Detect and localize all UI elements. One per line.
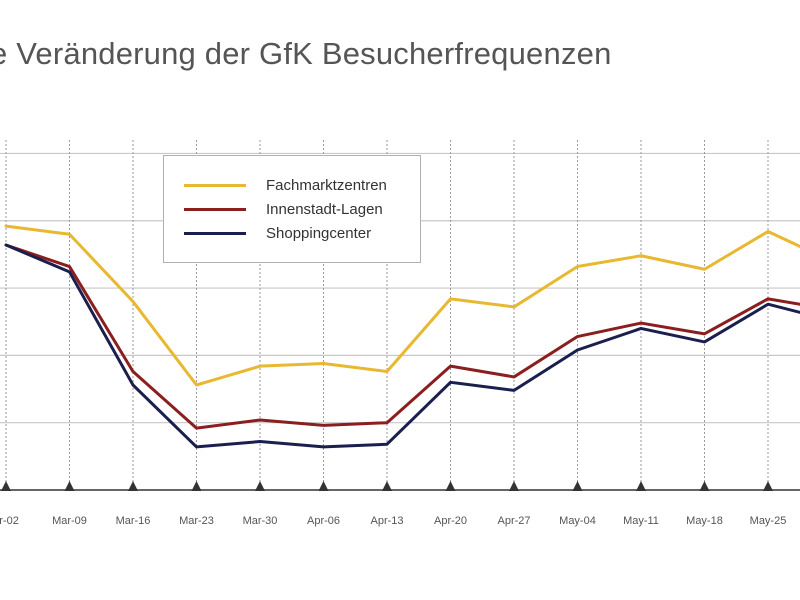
x-tick-label: ar-02 xyxy=(0,515,19,527)
axis-marker xyxy=(636,481,646,491)
x-tick-labels: ar-02 Mar-09 Mar-16 Mar-23 Mar-30 Apr-06 Apr-1… xyxy=(0,515,786,527)
axis-marker xyxy=(191,481,202,491)
axis-marker xyxy=(382,481,392,491)
x-tick-label: May-04 xyxy=(559,515,596,527)
x-tick-label: Apr-27 xyxy=(497,515,530,527)
series-line-innenstadt-lagen xyxy=(4,243,800,430)
axis-marker xyxy=(699,481,710,491)
axis-marker xyxy=(509,481,519,491)
x-tick-label: May-18 xyxy=(686,515,723,527)
axis-marker xyxy=(128,481,138,491)
legend-label: Shoppingcenter xyxy=(266,224,372,242)
series-lines xyxy=(4,224,800,449)
x-tick-label: Mar-23 xyxy=(179,515,214,527)
x-tick-label: May-25 xyxy=(750,515,787,527)
legend-swatch xyxy=(184,183,246,187)
x-tick-label: Mar-16 xyxy=(116,515,151,527)
legend-swatch xyxy=(184,207,246,211)
legend-item-fachmarktzentren: Fachmarktzentren xyxy=(184,175,387,195)
axis-marker xyxy=(445,481,456,491)
axis-marker xyxy=(64,481,75,491)
series-line-shoppingcenter xyxy=(4,243,800,449)
legend-swatch xyxy=(184,231,246,235)
legend-label: Fachmarktzentren xyxy=(266,176,387,194)
series-line-fachmarktzentren xyxy=(4,224,800,387)
legend-label: Innenstadt-Lagen xyxy=(266,200,383,218)
x-axis-markers xyxy=(1,481,773,491)
legend-item-shoppingcenter: Shoppingcenter xyxy=(184,223,371,243)
axis-marker xyxy=(763,481,773,491)
chart-legend: Fachmarktzentren Innenstadt-Lagen Shoppi… xyxy=(163,155,421,263)
axis-marker xyxy=(255,481,265,491)
axis-marker xyxy=(318,481,329,491)
x-tick-label: Apr-06 xyxy=(307,515,340,527)
x-tick-label: Apr-13 xyxy=(370,515,403,527)
x-tick-label: Mar-09 xyxy=(52,515,87,527)
axis-marker xyxy=(1,481,11,491)
axis-marker xyxy=(572,481,583,491)
legend-item-innenstadt-lagen: Innenstadt-Lagen xyxy=(184,199,383,219)
x-tick-label: May-11 xyxy=(623,515,659,527)
chart-title: e Veränderung der GfK Besucherfrequenzen xyxy=(0,36,612,71)
x-tick-label: Mar-30 xyxy=(243,515,278,527)
x-tick-label: Apr-20 xyxy=(434,515,467,527)
